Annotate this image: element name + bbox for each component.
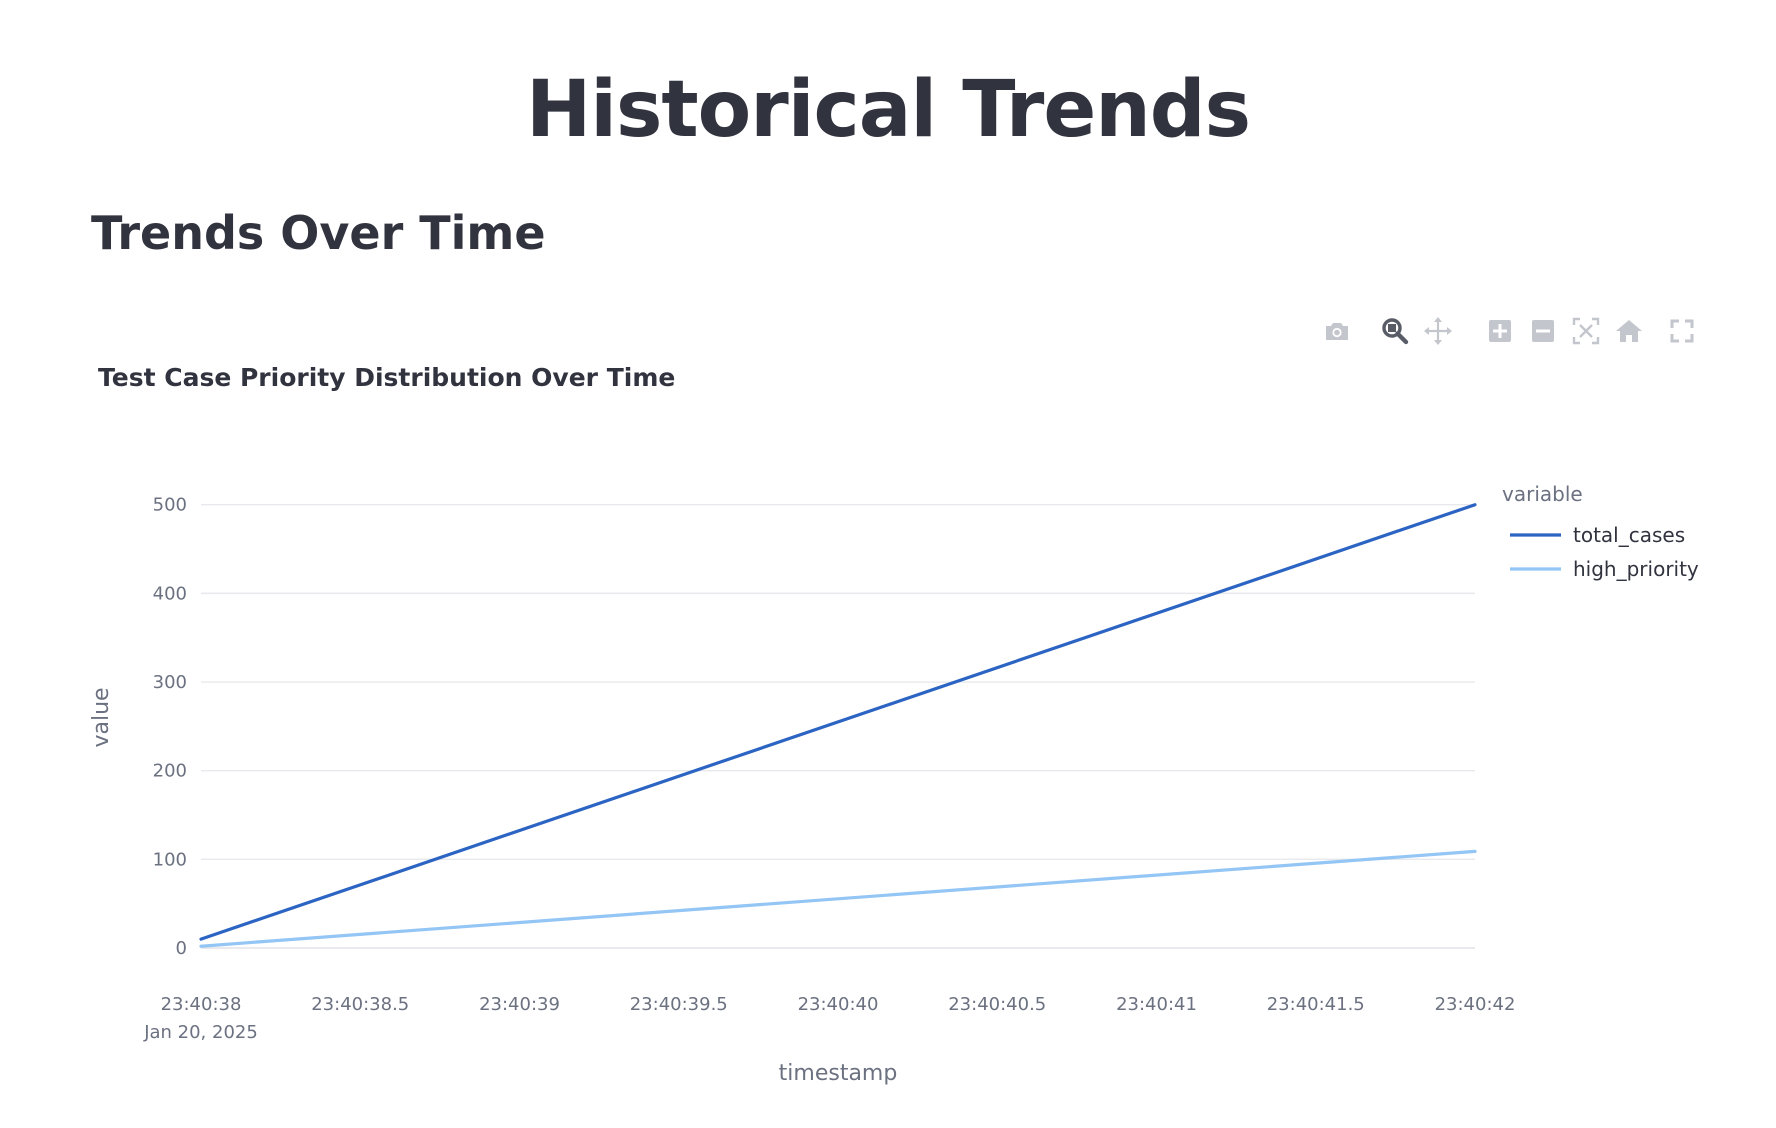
camera-icon-glyph [1326,323,1348,340]
y-tick-label: 100 [153,849,187,870]
x-tick-label: 23:40:42 [1435,994,1516,1015]
fullscreen-icon[interactable] [1665,314,1699,348]
reset-axes-icon[interactable] [1612,314,1646,348]
y-tick-label: 0 [176,938,187,959]
chart-series [199,503,1477,948]
zoom-out-icon[interactable] [1526,314,1560,348]
series-line-total_cases [199,503,1477,941]
zoom-in-icon[interactable] [1483,314,1517,348]
zoom-icon[interactable] [1378,314,1412,348]
x-axis-ticks: 23:40:38 23:40:38.5 23:40:39 23:40:39.5 23:4… [161,994,1516,1015]
y-axis-ticks: 0 100 200 300 400 500 [153,495,187,959]
page-title: Historical Trends [525,65,1251,155]
x-tick-label: 23:40:40 [798,994,879,1015]
chart-modebar [1300,314,1694,348]
autoscale-icon-glyph [1572,317,1600,345]
chart-legend: variable total_cases high_priority [1502,482,1699,581]
x-axis-date-label: Jan 20, 2025 [143,1022,258,1043]
y-axis-title: value [89,687,114,747]
chart-title: Test Case Priority Distribution Over Tim… [98,363,675,392]
fullscreen-icon-glyph [1670,319,1694,343]
x-tick-label: 23:40:38.5 [311,994,409,1015]
reset-axes-icon-glyph [1616,320,1642,342]
x-tick-label: 23:40:39.5 [630,994,728,1015]
autoscale-icon[interactable] [1569,314,1603,348]
pan-icon[interactable] [1421,314,1455,348]
pan-icon-glyph [1424,317,1452,345]
x-axis-title: timestamp [779,1061,898,1086]
legend-label-total_cases[interactable]: total_cases [1573,523,1685,547]
x-tick-label: 23:40:38 [161,994,242,1015]
zoom-out-icon-glyph [1532,320,1554,342]
series-line-high_priority [199,849,1477,948]
x-tick-label: 23:40:39 [479,994,560,1015]
camera-icon[interactable] [1320,314,1354,348]
legend-label-high_priority[interactable]: high_priority [1573,557,1699,581]
chart-gridlines [201,504,1475,949]
zoom-icon-glyph [1382,318,1409,345]
legend-title: variable [1502,482,1583,506]
y-tick-label: 500 [153,495,187,516]
y-tick-label: 400 [153,583,187,604]
section-title: Trends Over Time [91,206,546,260]
zoom-in-icon-glyph [1489,320,1511,342]
y-tick-label: 300 [153,672,187,693]
x-tick-label: 23:40:40.5 [948,994,1046,1015]
x-tick-label: 23:40:41 [1116,994,1197,1015]
y-tick-label: 200 [153,761,187,782]
x-tick-label: 23:40:41.5 [1267,994,1365,1015]
